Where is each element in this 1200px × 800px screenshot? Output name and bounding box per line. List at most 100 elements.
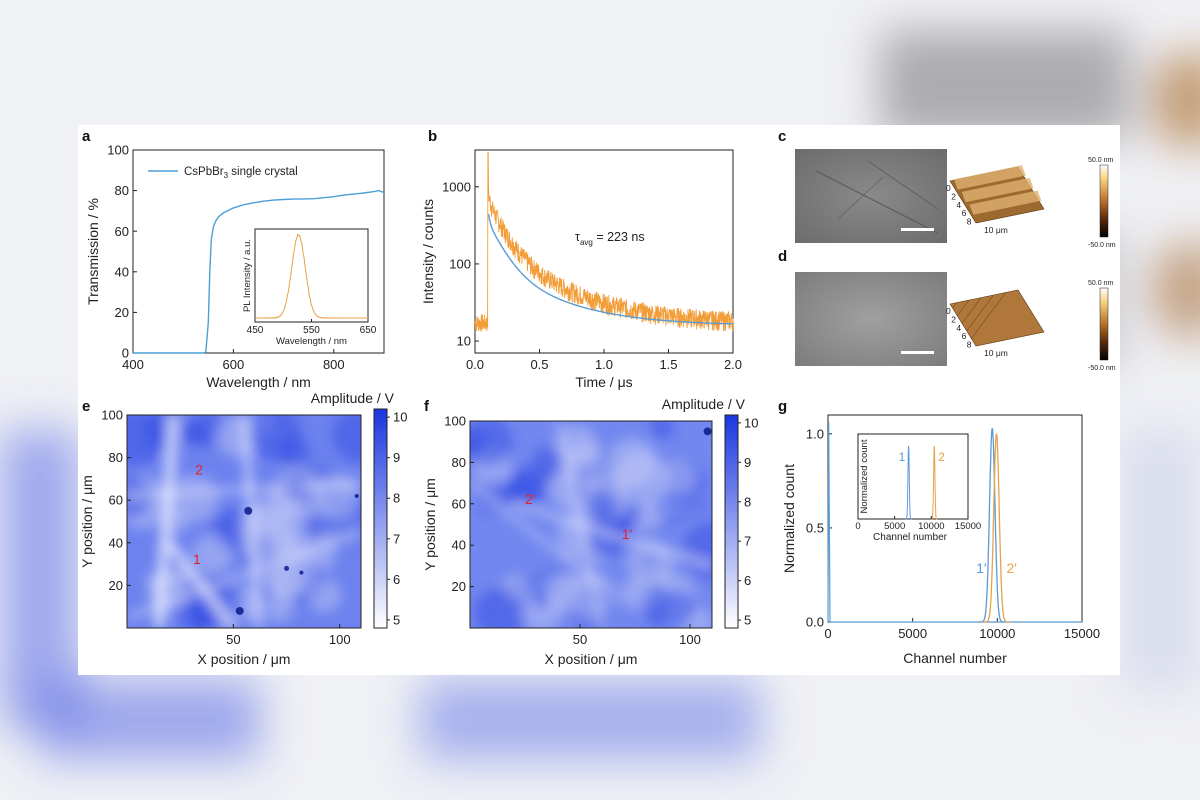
defect-spot <box>284 565 290 571</box>
tau-value: = 223 ns <box>593 230 645 244</box>
colorbar-tick-label: 7 <box>744 534 751 549</box>
chart-a-frame <box>132 149 385 354</box>
inset-x-tick-label: 10000 <box>918 521 944 532</box>
peak-line-1 <box>978 428 1006 623</box>
legend-label: CsPbBr3 single crystal <box>184 166 298 180</box>
afm-ridge <box>953 165 1026 190</box>
point-label: 1' <box>622 526 632 542</box>
heatmap-cell <box>332 415 361 463</box>
panel-letter-a: a <box>82 128 91 145</box>
heatmap-cell <box>649 421 674 439</box>
legend-text: CsPbBr <box>184 166 224 178</box>
heatmap-cell <box>170 474 218 523</box>
panel-letter-g: g <box>778 398 787 415</box>
heatmap-feature <box>166 540 237 628</box>
afm-scratch <box>971 292 1006 339</box>
decay-fit-line <box>487 213 733 325</box>
x-tick-label: 600 <box>223 357 245 372</box>
inset-x-tick-label: 5000 <box>884 521 905 532</box>
y-tick-label: 0.0 <box>806 615 824 630</box>
sem-image-d <box>795 272 947 366</box>
heatmap-frame <box>126 414 362 629</box>
legend-sub: 3 <box>224 171 229 180</box>
inset-peak-line <box>931 445 938 520</box>
heatmap-cell <box>606 437 657 488</box>
heatmap-feature <box>241 415 262 628</box>
heatmap-feature <box>470 481 603 588</box>
tau-symbol: τ <box>575 230 580 244</box>
defect-spot <box>703 427 712 436</box>
colorbar-tick-label: 6 <box>393 572 400 587</box>
tau-annotation: τavg = 223 ns <box>575 230 645 247</box>
afm-axis-tick: 10 μm <box>984 225 1008 235</box>
heatmap-cell <box>681 522 712 581</box>
heatmap-image <box>470 421 712 628</box>
inset-frame <box>254 228 369 323</box>
pl-peak-line <box>255 233 368 319</box>
x-tick-label: 0.5 <box>530 357 548 372</box>
x-tick-label: 5000 <box>898 626 927 641</box>
inset-x-tick-label: 550 <box>303 325 320 336</box>
peak-label: 2' <box>1006 560 1016 576</box>
chart-f: 50 100 20 40 60 80 100 X position / μm Y positio… <box>422 396 758 667</box>
x-tick-label: 800 <box>323 357 345 372</box>
inset-y-label: PL Intensity / a.u. <box>242 239 253 312</box>
afm-surface <box>949 289 1045 347</box>
y-tick-label: 20 <box>109 578 123 593</box>
y-tick-label: 20 <box>452 579 466 594</box>
x-tick-label: 1.0 <box>595 357 613 372</box>
afm-scratch <box>952 302 957 309</box>
y-tick-label: 20 <box>115 305 129 320</box>
x-tick-label: 0 <box>824 626 831 641</box>
point-label: 2 <box>195 462 203 478</box>
y-axis-label: Transmission / % <box>85 198 101 305</box>
panel-letter-f: f <box>424 398 430 415</box>
y-tick-label: 80 <box>109 450 123 465</box>
y-axis-label: Y position / μm <box>422 478 438 571</box>
x-tick-label: 100 <box>329 632 351 647</box>
afm-colorbar <box>1099 287 1109 361</box>
afm-axis-tick: 8 <box>967 340 972 350</box>
afm-scratch <box>957 299 970 316</box>
inset-x-tick-label: 15000 <box>955 521 981 532</box>
transmission-line <box>133 189 385 354</box>
afm-scratch <box>966 294 994 332</box>
x-tick-label: 50 <box>573 632 587 647</box>
colorbar <box>724 414 739 629</box>
chart-e: 50 100 20 40 60 80 100 X position / μm Y positio… <box>79 390 407 667</box>
afm-axis-tick: 4 <box>956 200 961 210</box>
colorbar-tick-label: 6 <box>744 573 751 588</box>
afm-scale-bottom: -50.0 nm <box>1088 365 1116 372</box>
heatmap-feature <box>127 530 361 620</box>
x-tick-label: 1.5 <box>659 357 677 372</box>
heatmap-feature <box>513 501 712 568</box>
heatmap-cell <box>270 566 304 601</box>
point-label: 2' <box>525 491 535 507</box>
afm-axis-tick: 8 <box>967 217 972 227</box>
heatmap-cell <box>470 421 513 467</box>
colorbar-tick-label: 5 <box>744 613 751 628</box>
panel-letter-c: c <box>778 128 786 145</box>
heatmap-cell <box>647 606 669 628</box>
x-tick-label: 2.0 <box>724 357 742 372</box>
heatmap-cell <box>560 443 608 491</box>
y-tick-label: 40 <box>115 264 129 279</box>
colorbar-tick-label: 5 <box>393 612 400 627</box>
defect-spot <box>354 493 359 498</box>
x-axis-label: Wavelength / nm <box>206 374 311 390</box>
inset-x-tick-label: 650 <box>360 325 377 336</box>
peak-line-2 <box>982 433 1010 623</box>
panel-letter-e: e <box>82 398 90 415</box>
colorbar-tick-label: 7 <box>393 531 400 546</box>
decay-data-line <box>474 151 734 332</box>
noise-spike-line <box>827 422 1082 623</box>
inset-y-label: Normalized count <box>859 439 870 513</box>
chart-a: 400 600 800 0 20 40 60 80 100 Wavelength / nm Tran… <box>85 143 385 390</box>
sem-crack <box>837 176 884 220</box>
y-tick-label: 100 <box>449 256 471 271</box>
colorbar-tick-label: 8 <box>744 494 751 509</box>
heatmap-cell <box>662 589 697 624</box>
